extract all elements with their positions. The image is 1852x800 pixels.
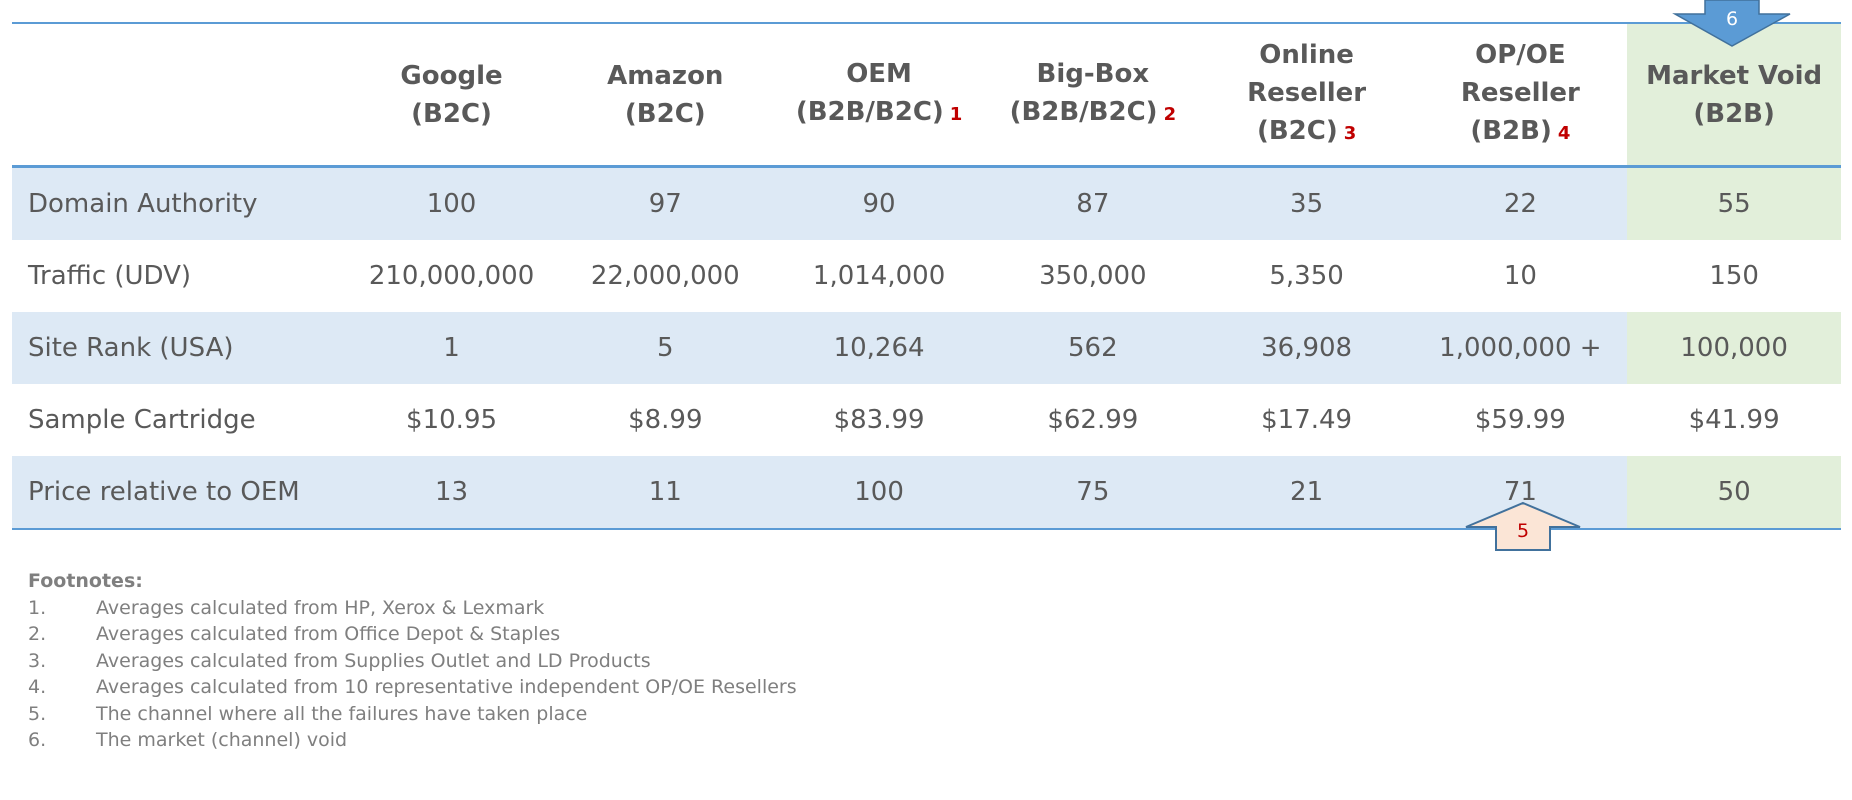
footnotes-title: Footnotes: [28,570,143,592]
column-type: (B2B) [1470,116,1552,146]
column-header: Online Reseller (B2C) 3 [1200,24,1414,165]
table-cell: 75 [1076,477,1110,507]
table-cell: 22 [1503,189,1537,219]
table-cell: 5 [657,333,674,363]
table-cell: $41.99 [1688,405,1780,435]
column-title: Online Reseller [1247,40,1367,108]
table-cell: $8.99 [628,405,703,435]
table-cell: 210,000,000 [368,261,535,291]
row-label: Traffic (UDV) [28,261,192,291]
row-label: Sample Cartridge [28,405,256,435]
up-arrow-5 [1465,501,1581,551]
column-header: Big-Box (B2B/B2C) 2 [986,24,1200,165]
footnote-number: 4. [28,676,47,698]
table-cell: 21 [1290,477,1324,507]
footnote-text: Averages calculated from 10 representati… [96,676,797,698]
footnote-number: 6. [28,729,47,751]
column-header: Amazon (B2C) [558,24,772,165]
column-type: (B2B/B2C) [795,97,944,127]
table-cell: 22,000,000 [590,261,740,291]
footnote-text: Averages calculated from Supplies Outlet… [96,649,651,672]
table-cell: $83.99 [833,405,925,435]
callout-5-label: 5 [1516,520,1530,542]
table-row: Domain Authority 100 97 90 87 35 22 55 [12,168,1842,240]
column-type: (B2C) [411,98,492,129]
column-type: (B2C) [1256,116,1338,146]
table-cell: 1,014,000 [812,261,946,291]
table-cell: 87 [1076,189,1110,219]
table-cell: 350,000 [1039,261,1147,291]
footnote-text: Averages calculated from HP, Xerox & Lex… [96,596,545,619]
table-cell: 100,000 [1627,312,1842,384]
footnote-item: 2. Averages calculated from Office Depot … [28,621,797,648]
table-cell: $10.95 [406,405,498,435]
column-title: Amazon [607,60,724,91]
table-cell: 1,000,000 + [1439,333,1602,363]
footnote-marker: 4 [1557,123,1571,144]
callout-6-label: 6 [1725,8,1739,30]
table-cell: 562 [1068,333,1118,363]
column-title: OP/OE Reseller [1460,40,1580,108]
table-cell: 11 [648,477,682,507]
table-cell: 100 [854,477,904,507]
table-cell: 97 [648,189,682,219]
table-cell: 36,908 [1261,333,1353,363]
column-header: OEM (B2B/B2C) 1 [772,24,986,165]
footnote-number: 2. [28,623,47,645]
down-arrow-6 [1672,0,1791,47]
row-label: Site Rank (USA) [28,333,234,363]
row-label: Price relative to OEM [28,477,300,507]
column-title: Market Void [1646,60,1823,91]
table-cell: 50 [1627,456,1842,528]
footnote-item: 4. Averages calculated from 10 representa… [28,674,797,701]
footnote-text: Averages calculated from Office Depot & … [96,623,561,645]
table-cell: 5,350 [1269,261,1344,291]
column-title: Google [400,60,503,91]
comparison-table: Google (B2C) Amazon (B2C) OEM (B2B/B2C) 1 Big-B… [12,22,1842,530]
footnote-number: 5. [28,702,47,725]
column-header: Market Void (B2B) [1627,24,1842,165]
footnote-number: 1. [28,596,47,619]
table-cell: 71 [1503,477,1537,507]
footnote-marker: 1 [949,104,963,125]
footnote-marker: 2 [1163,104,1177,125]
footnote-text: The channel where all the failures have … [96,702,588,725]
footnote-text: The market (channel) void [96,729,348,751]
table-row: Traffic (UDV) 210,000,000 22,000,000 1,014,… [12,240,1841,312]
table-row: Sample Cartridge $10.95 $8.99 $83.99 $62.99 $… [12,384,1841,456]
table-cell: 1 [443,333,460,363]
row-label: Domain Authority [28,189,258,219]
footnote-item: 6. The market (channel) void [28,727,797,754]
footnote-marker: 3 [1343,123,1357,144]
table-cell: 10,264 [833,333,925,363]
footnotes: Footnotes: 1. Averages calculated from HP… [28,568,797,754]
table-cell: $17.49 [1261,405,1353,435]
column-type: (B2B) [1693,98,1775,129]
table-cell: 13 [434,477,469,507]
table-cell: 90 [862,189,896,219]
footnote-item: 5. The channel where all the failures hav… [28,701,797,728]
footnote-item: 3. Averages calculated from Supplies Outl… [28,648,797,675]
table-cell: 100 [426,189,477,219]
column-title: Big-Box [1036,59,1150,89]
column-title: OEM [846,59,912,89]
table-cell: 55 [1627,168,1842,240]
column-header: OP/OE Reseller (B2B) 4 [1413,24,1627,165]
table-cell: 150 [1709,261,1759,291]
table-cell: 10 [1503,261,1537,291]
column-type: (B2C) [624,98,706,129]
table-cell: $62.99 [1047,405,1139,435]
column-type: (B2B/B2C) [1009,97,1158,127]
header-row: Google (B2C) Amazon (B2C) OEM (B2B/B2C) 1 Big-B… [12,24,1842,168]
table-row: Site Rank (USA) 1 5 10,264 562 36,908 1,000,00… [12,312,1842,384]
footnote-number: 3. [28,649,47,672]
footnote-item: 1. Averages calculated from HP, Xerox & L… [28,595,797,622]
table-cell: $59.99 [1474,405,1566,435]
table-cell: 35 [1290,189,1324,219]
column-header: Google (B2C) [345,24,559,165]
